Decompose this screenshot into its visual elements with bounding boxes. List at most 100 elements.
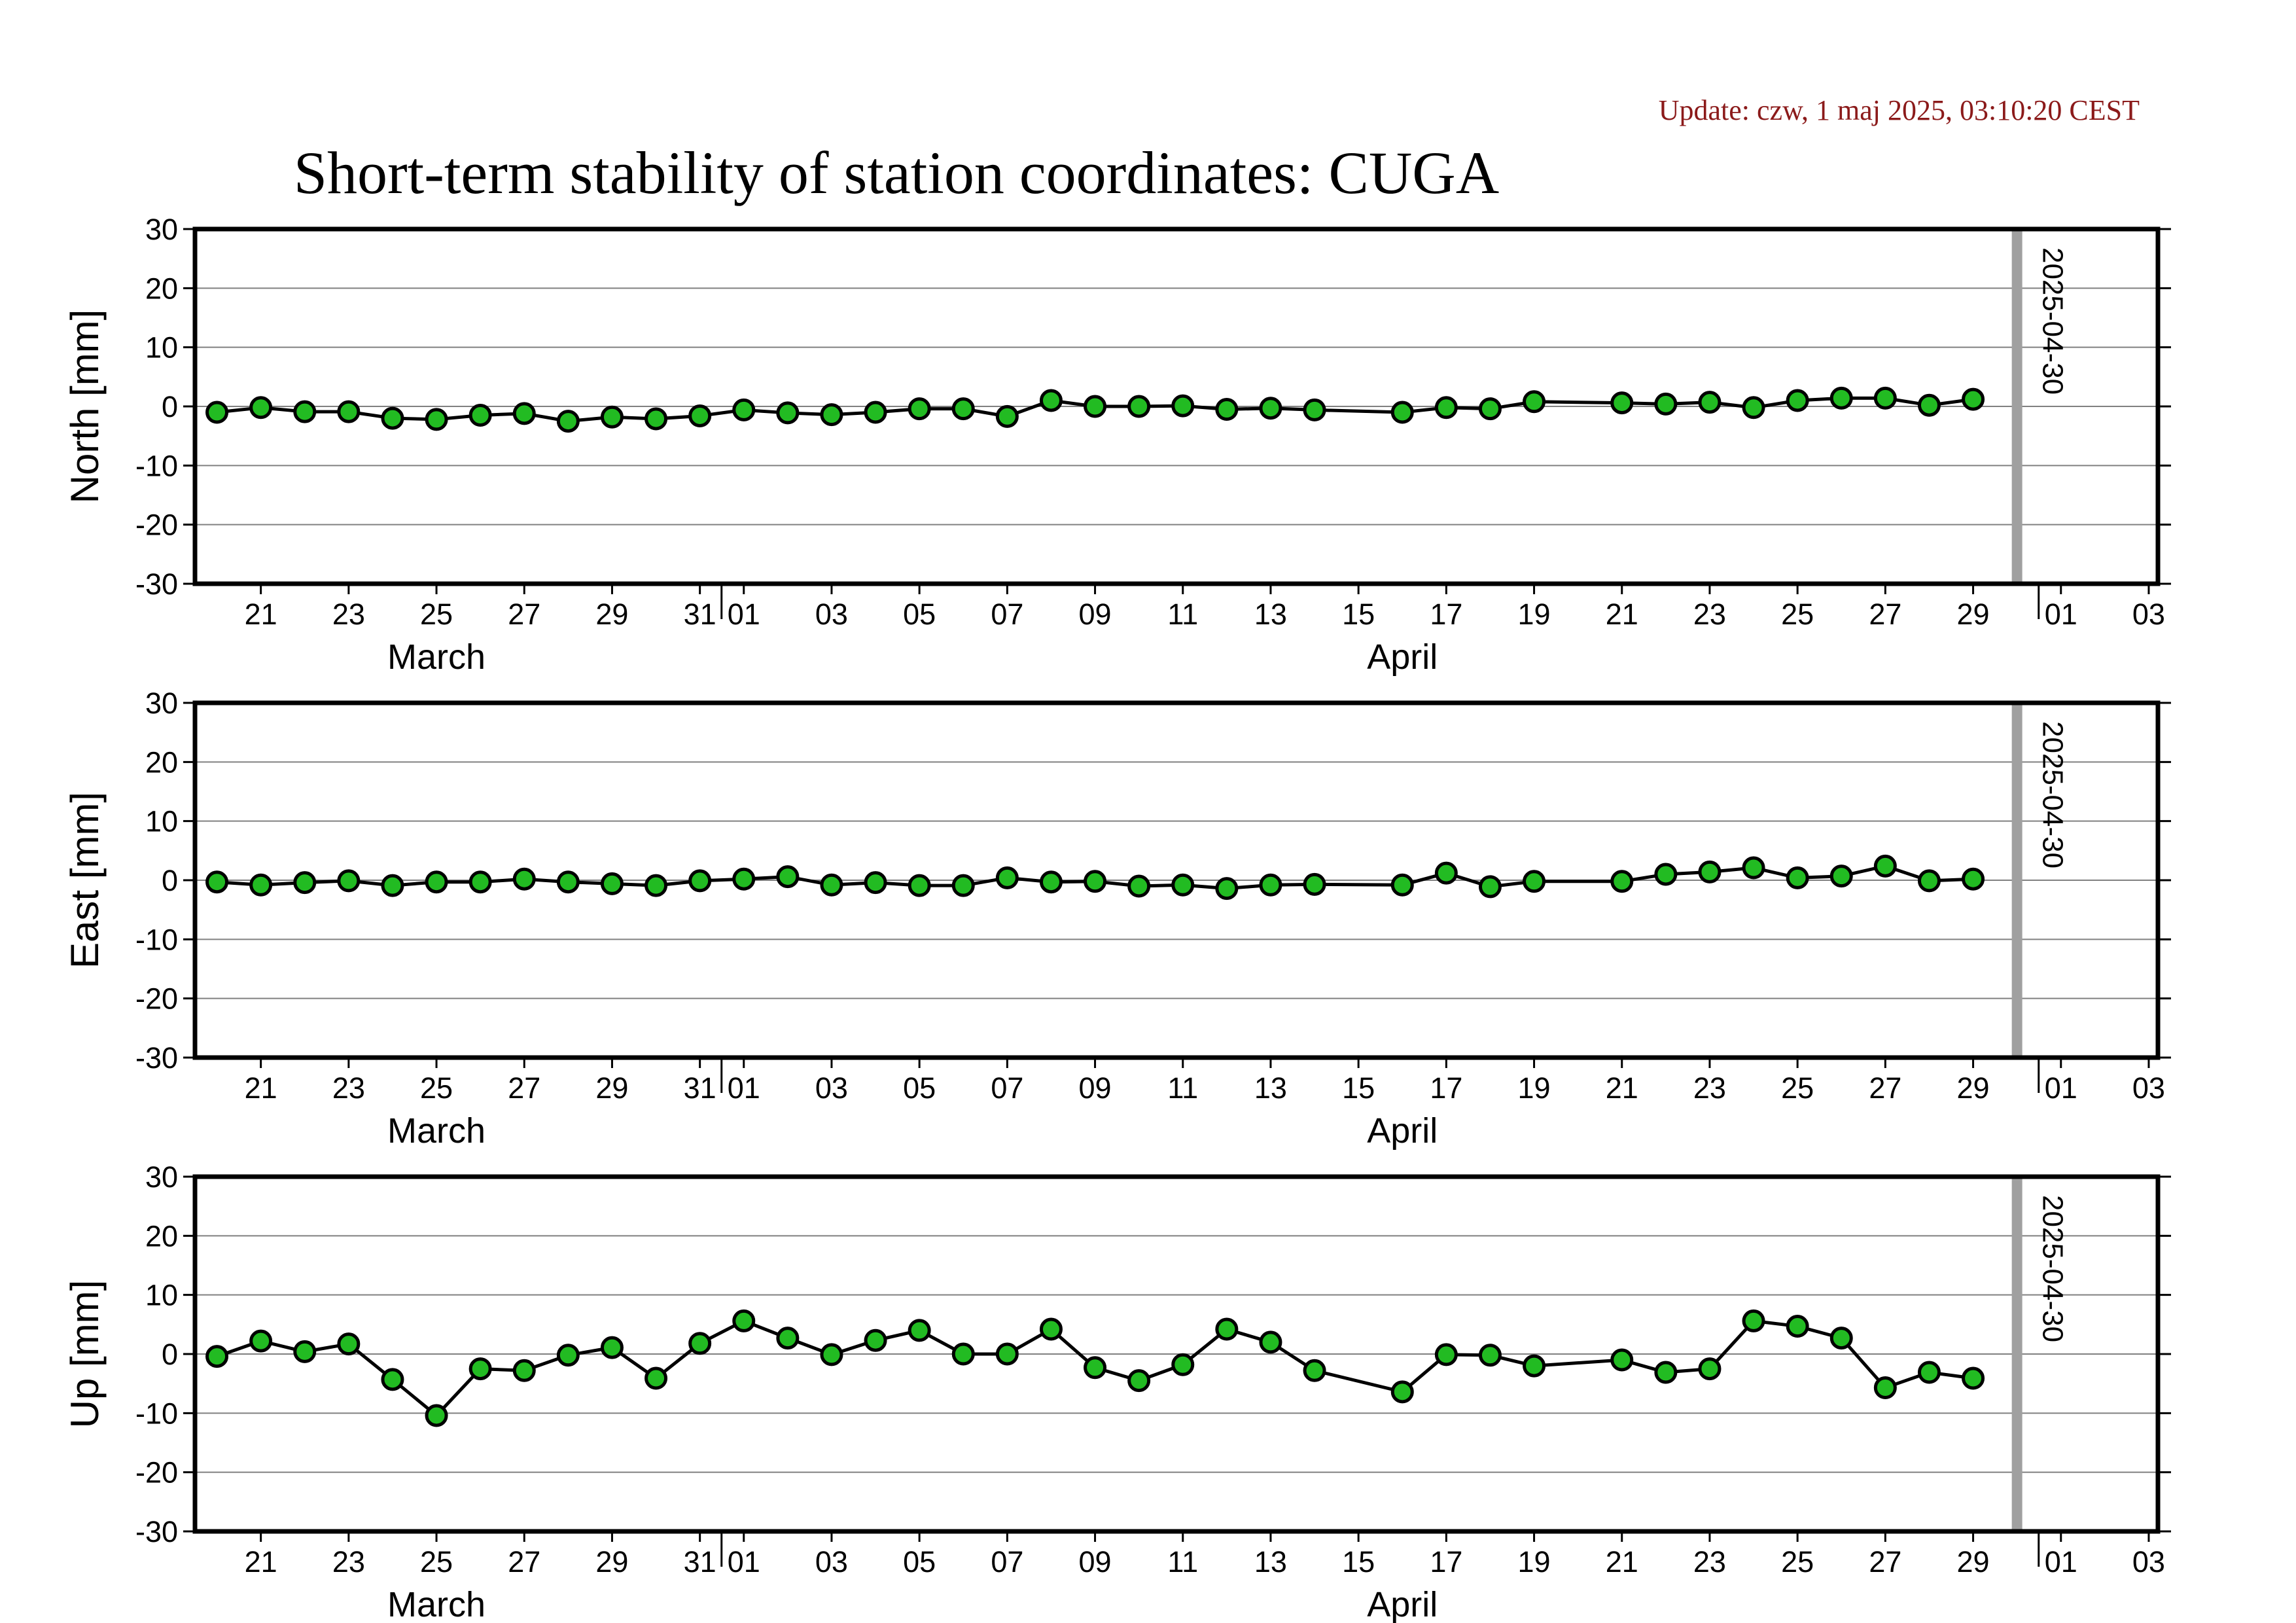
data-point [1523, 1354, 1546, 1378]
x-tick-label: 19 [1518, 1071, 1551, 1105]
y-tick-label: 30 [145, 687, 178, 720]
data-point [205, 1345, 229, 1368]
data-point [1873, 854, 1897, 878]
data-point [1434, 1343, 1458, 1366]
data-point [908, 397, 931, 421]
data-point [1478, 1344, 1502, 1367]
x-tick-label: 25 [1781, 1545, 1814, 1578]
data-point [732, 1309, 756, 1332]
x-tick-label: 07 [991, 1071, 1023, 1105]
x-tick-label: 11 [1167, 1071, 1198, 1105]
data-point [645, 407, 668, 431]
month-label: March [387, 1111, 486, 1150]
data-point [1303, 872, 1326, 896]
data-point [1084, 870, 1107, 893]
x-tick-label: 03 [815, 1071, 848, 1105]
data-point [1390, 401, 1414, 424]
data-point [732, 867, 756, 891]
data-point [1698, 860, 1722, 883]
data-point [1962, 867, 1985, 891]
x-tick-label: 11 [1167, 1545, 1198, 1578]
x-tick-label: 27 [1869, 1545, 1901, 1578]
month-label: April [1367, 637, 1438, 677]
x-tick-label: 15 [1342, 1545, 1375, 1578]
data-point [1127, 395, 1151, 418]
x-tick-label: 13 [1254, 1071, 1287, 1105]
data-point [1829, 865, 1853, 888]
data-point [1523, 870, 1546, 893]
data-point [512, 1359, 536, 1382]
data-point [468, 870, 492, 894]
data-point [1917, 1361, 1941, 1384]
y-tick-label: 30 [145, 1160, 178, 1194]
data-point [293, 1340, 317, 1363]
panel-up: 30 20 10 0 -10 -20 -30 2025-04-30 21 23 25 27 29 31 01… [63, 1160, 2171, 1623]
x-tick-label: 21 [245, 597, 277, 631]
x-tick-label: 15 [1342, 1071, 1375, 1105]
x-tick-label: 29 [595, 597, 628, 631]
y-tick-label: 0 [162, 864, 178, 897]
x-tick-label: 23 [332, 597, 365, 631]
x-tick-label: 17 [1430, 1545, 1462, 1578]
data-point [205, 401, 229, 424]
data-point [556, 1344, 580, 1367]
data-point [732, 398, 756, 421]
data-point [995, 1342, 1019, 1366]
data-point [645, 874, 668, 897]
x-tick-label: 29 [595, 1545, 628, 1578]
x-tick-label: 27 [1869, 1071, 1901, 1105]
data-point [1786, 866, 1809, 889]
panel-east: 30 20 10 0 -10 -20 -30 2025-04-30 21 23 25 27 29 31 01… [63, 687, 2171, 1150]
y-axis-label: North [mm] [63, 310, 107, 504]
y-tick-label: -10 [135, 449, 178, 482]
x-tick-label: 03 [2132, 1545, 2165, 1578]
month-label: March [387, 637, 486, 677]
data-point [1259, 397, 1282, 420]
x-tick-label: 01 [2045, 1071, 2077, 1105]
x-tick-label: 01 [2045, 1545, 2077, 1578]
x-tick-label: 13 [1254, 597, 1287, 631]
data-point [1654, 1361, 1678, 1384]
y-tick-label: 20 [145, 272, 178, 305]
data-point [776, 1327, 800, 1350]
x-tick-label: 31 [684, 1071, 716, 1105]
data-point [1390, 873, 1414, 897]
data-point [1303, 398, 1326, 421]
y-tick-label: 20 [145, 1219, 178, 1253]
current-date-label: 2025-04-30 [2037, 721, 2069, 868]
data-point [425, 1404, 448, 1427]
x-tick-label: 19 [1518, 597, 1551, 631]
data-point [864, 1329, 887, 1352]
data-point [1084, 1356, 1107, 1380]
y-tick-label: -30 [135, 1041, 178, 1075]
x-tick-label: 31 [684, 1545, 716, 1578]
data-point [864, 871, 887, 895]
data-point [249, 1329, 273, 1353]
plot-frame [192, 226, 2161, 586]
chart-title: Short-term stability of station coordina… [294, 139, 1499, 206]
data-point [512, 867, 536, 891]
data-point [1829, 1327, 1853, 1350]
data-point [1829, 386, 1853, 410]
data-point [337, 1332, 361, 1356]
data-point [1698, 391, 1722, 414]
data-point [1654, 392, 1678, 416]
current-date-label: 2025-04-30 [2037, 247, 2069, 395]
panel-north: 30 20 10 0 -10 -20 -30 2025-04-30 21 23 25 27 29 31 01… [63, 213, 2171, 677]
data-point [908, 874, 931, 897]
data-point [600, 1336, 624, 1359]
y-tick-label: 10 [145, 331, 178, 365]
data-point [1873, 1376, 1897, 1399]
data-point [1610, 1348, 1634, 1372]
data-point [1303, 1359, 1326, 1382]
data-point [995, 866, 1019, 889]
data-point [381, 874, 404, 897]
x-tick-label: 25 [1781, 597, 1814, 631]
data-point [820, 873, 843, 897]
y-tick-label: 10 [145, 1279, 178, 1312]
data-point [1171, 873, 1195, 897]
x-tick-label: 01 [2045, 597, 2077, 631]
y-tick-label: -10 [135, 1397, 178, 1430]
x-tick-label: 19 [1518, 1545, 1551, 1578]
x-tick-label: 25 [420, 597, 453, 631]
